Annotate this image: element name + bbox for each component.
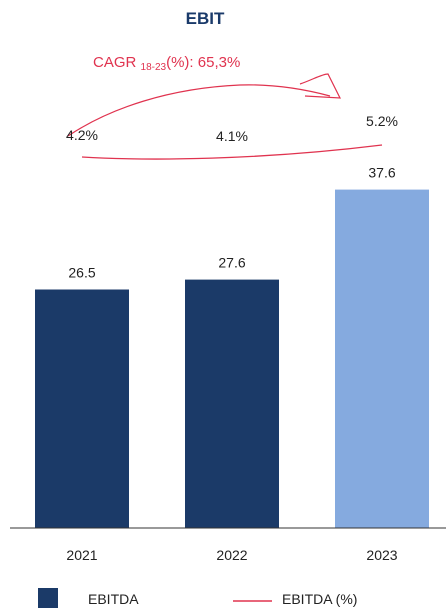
pct-label-2023: 5.2% [366, 113, 398, 129]
bar-2022 [185, 279, 279, 528]
cagr-suffix: (%): 65,3% [166, 54, 240, 71]
cagr-prefix: CAGR [93, 54, 141, 71]
x-tick-label-2022: 2022 [216, 547, 247, 563]
cagr-annotation: CAGR 18-23(%): 65,3% [93, 54, 240, 73]
legend-label-ebitda: EBITDA [88, 591, 139, 607]
pct-label-2021: 4.2% [66, 127, 98, 143]
bar-value-label-2023: 37.6 [368, 165, 395, 181]
bar-value-label-2022: 27.6 [218, 255, 245, 271]
cagr-subscript: 18-23 [141, 62, 167, 73]
bar-2023 [335, 189, 429, 528]
legend: EBITDA EBITDA (%) [38, 588, 357, 608]
cagr-arrow [67, 73, 341, 137]
x-tick-label-2023: 2023 [366, 547, 397, 563]
x-tick-label-2021: 2021 [66, 547, 97, 563]
legend-label-ebitda-pct: EBITDA (%) [282, 591, 357, 607]
chart-title: EBIT [186, 9, 225, 28]
pct-label-2022: 4.1% [216, 128, 248, 144]
ebitda-pct-line [81, 144, 383, 160]
bar-value-label-2021: 26.5 [68, 265, 95, 281]
legend-swatch-ebitda [38, 588, 58, 608]
bar-2021 [35, 289, 129, 528]
